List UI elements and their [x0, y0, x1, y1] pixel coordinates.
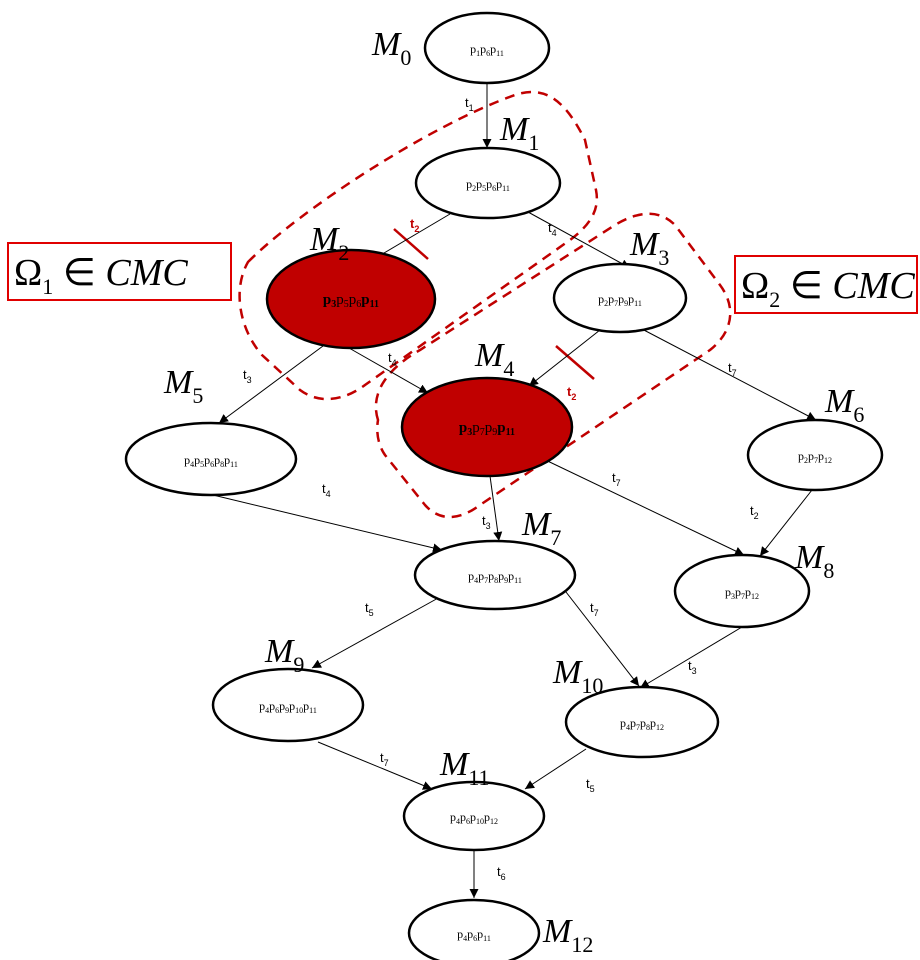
- marking-places: p3​p5​p6​p11​: [323, 292, 379, 310]
- marking-ellipse: [423, 11, 551, 85]
- marking-places: p2​p7​p9​p11​: [598, 292, 642, 308]
- marking-label-m3: M3: [629, 226, 669, 270]
- transition-label-m7-m10: t7: [590, 600, 599, 618]
- arc-m10-m11: [524, 748, 587, 790]
- transition-label-m4-m7: t3: [482, 513, 491, 531]
- marking-m8[interactable]: p3​p7​p12​ M8: [673, 539, 834, 629]
- omega1-label-box: Ω1 ∈ CMC: [7, 242, 232, 301]
- marking-ellipse: [400, 376, 574, 478]
- arc-m7-m10: [565, 591, 640, 687]
- marking-ellipse: [124, 421, 298, 497]
- marking-ellipse: [265, 248, 437, 350]
- omega1-region-boundary: [238, 90, 599, 401]
- marking-label-m10: M10: [552, 654, 603, 698]
- marking-label-m12: M12: [542, 913, 593, 957]
- arc-m4-m7: [489, 475, 503, 542]
- marking-m4[interactable]: p3​p7​p9​p11​ M4: [400, 337, 574, 478]
- marking-places: p4​p6​p10​p12​: [450, 810, 498, 826]
- marking-places: p3​p7​p12​: [725, 585, 759, 601]
- marking-places: p4​p7​p8​p9​p11​: [468, 569, 522, 585]
- omega2-label-box: Ω2 ∈ CMC: [734, 255, 918, 314]
- marking-places: p1​p6​p11​: [470, 42, 504, 58]
- transition-label-m7-m9: t5: [365, 600, 374, 618]
- transition-label-m1-m3: t4: [548, 220, 557, 238]
- arc-m4-m8: [534, 454, 745, 556]
- marking-places: p2​p7​p12​: [798, 449, 832, 465]
- transition-label-m9-m11: t7: [380, 750, 389, 768]
- marking-ellipse: [211, 667, 365, 743]
- marking-ellipse: [407, 898, 541, 960]
- transition-label-m10-m11: t5: [586, 776, 595, 794]
- marking-m6[interactable]: p2​p7​p12​ M6: [746, 383, 884, 492]
- transition-label-m2-m4: t4: [388, 350, 397, 368]
- marking-label-m9: M9: [264, 633, 304, 677]
- arc-m7-m9: [311, 596, 441, 669]
- transition-label-m11-m12: t6: [497, 864, 506, 882]
- marking-ellipse: [413, 539, 577, 611]
- marking-label-m2: M2: [309, 221, 349, 265]
- marking-m3[interactable]: p2​p7​p9​p11​ M3: [552, 226, 688, 334]
- marking-places: p3​p7​p9​p11​: [459, 420, 515, 438]
- arc-m3-m4: [528, 329, 601, 387]
- marking-m5[interactable]: p4​p5​p6​p8​p11​ M5: [124, 364, 298, 497]
- arc-m2-m5: [218, 345, 324, 424]
- marking-label-m11: M11: [439, 746, 490, 790]
- marking-label-m1: M1: [499, 111, 539, 155]
- arc-m9-m11: [317, 741, 433, 790]
- transition-label-m2-m5: t3: [243, 367, 252, 385]
- marking-m9[interactable]: p4​p6​p9​p10​p11​ M9: [211, 633, 365, 743]
- transition-label-m4-m8: t7: [612, 470, 621, 488]
- marking-label-m4: M4: [474, 337, 514, 381]
- t2-cut-mark: [393, 228, 429, 260]
- marking-label-m0: M0: [371, 26, 411, 70]
- omega1-label: Ω1 ∈ CMC: [14, 252, 188, 299]
- marking-ellipse: [552, 262, 688, 334]
- arc-m6-m8: [759, 489, 813, 557]
- transition-label-m8-m10: t3: [688, 658, 697, 676]
- omega2-region-boundary: [374, 212, 732, 519]
- marking-label-m7: M7: [521, 506, 561, 550]
- marking-m12[interactable]: p4​p6​p11​ M12: [407, 898, 593, 960]
- marking-ellipse: [402, 780, 546, 852]
- marking-ellipse: [746, 418, 884, 492]
- marking-label-m8: M8: [794, 539, 834, 583]
- transition-label-m3-m4: t2: [567, 384, 576, 402]
- arc-m5-m7: [212, 494, 443, 553]
- marking-label-m5: M5: [163, 364, 203, 408]
- t2-cut-mark: [555, 345, 595, 380]
- omega2-label: Ω2 ∈ CMC: [741, 265, 915, 312]
- marking-m10[interactable]: p4​p7​p8​p12​ M10: [552, 654, 720, 759]
- transition-label-m5-m7: t4: [322, 481, 331, 499]
- marking-m11[interactable]: p4​p6​p10​p12​ M11: [402, 746, 546, 852]
- marking-places: p4​p5​p6​p8​p11​: [184, 453, 238, 469]
- marking-places: p2​p5​p6​p11​: [466, 177, 510, 193]
- marking-m1[interactable]: p2​p5​p6​p11​ M1: [414, 111, 562, 220]
- marking-ellipse: [564, 685, 720, 759]
- marking-m7[interactable]: p4​p7​p8​p9​p11​ M7: [413, 506, 577, 611]
- marking-ellipse: [673, 553, 811, 629]
- marking-m2[interactable]: p3​p5​p6​p11​ M2: [265, 221, 437, 350]
- transition-label-m0-m1: t1: [465, 95, 474, 113]
- arc-m2-m4: [348, 347, 429, 394]
- arc-m8-m10: [639, 626, 743, 689]
- arc-m3-m6: [639, 327, 817, 421]
- marking-places: p4​p6​p9​p10​p11​: [259, 699, 317, 715]
- transition-label-m6-m8: t2: [750, 503, 759, 521]
- transition-label-m3-m6: t7: [728, 360, 737, 378]
- marking-label-m6: M6: [824, 383, 864, 427]
- marking-places: p4​p7​p8​p12​: [620, 716, 664, 732]
- marking-ellipse: [414, 146, 562, 220]
- marking-m0[interactable]: p1​p6​p11​ M0: [371, 11, 551, 85]
- marking-places: p4​p6​p11​: [457, 927, 491, 943]
- arc-m1-m3: [527, 211, 631, 269]
- transition-label-m1-m2: t2: [410, 216, 419, 234]
